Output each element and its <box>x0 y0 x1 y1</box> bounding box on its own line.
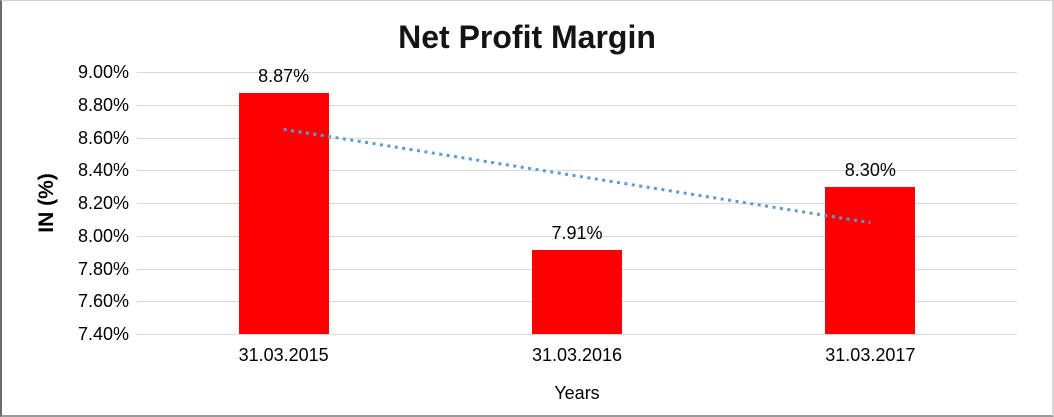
bar <box>825 186 916 334</box>
gridline <box>137 105 1017 106</box>
x-tick-label: 31.03.2015 <box>238 345 329 365</box>
gridline <box>137 72 1017 73</box>
x-tick-label: 31.03.2016 <box>531 345 623 365</box>
chart-title: Net Profit Margin <box>398 19 656 55</box>
y-tick-label: 8.60% <box>77 128 129 148</box>
gridline <box>137 236 1017 237</box>
y-tick-label: 8.20% <box>77 193 129 213</box>
bar-value-label: 8.87% <box>258 66 310 87</box>
x-tick-label: 31.03.2017 <box>825 345 916 365</box>
bar-value-label: 7.91% <box>551 223 603 244</box>
y-tick-label: 7.40% <box>77 324 129 344</box>
gridline <box>137 203 1017 204</box>
gridline <box>137 334 1017 335</box>
y-tick-label: 7.80% <box>77 259 129 279</box>
gridline <box>137 138 1017 139</box>
y-tick-label: 8.80% <box>77 95 129 115</box>
gridline <box>137 170 1017 171</box>
x-axis-title: Years <box>554 383 600 403</box>
y-tick-label: 8.00% <box>77 226 129 246</box>
bar-value-label: 8.30% <box>844 159 896 180</box>
y-tick-label: 8.40% <box>77 160 129 180</box>
bar <box>532 250 622 334</box>
y-tick-label: 7.60% <box>77 291 129 311</box>
y-tick-label: 9.00% <box>77 62 129 82</box>
